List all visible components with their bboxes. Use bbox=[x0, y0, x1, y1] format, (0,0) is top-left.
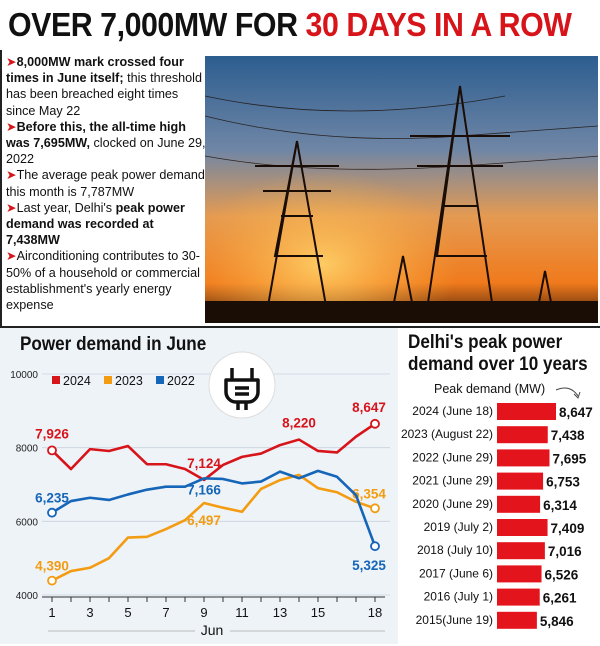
arrowhead-icon bbox=[573, 391, 581, 399]
bar bbox=[497, 472, 544, 490]
bar bbox=[497, 542, 545, 560]
x-tick-label: 15 bbox=[311, 605, 325, 620]
bar bbox=[497, 611, 537, 629]
legend-swatch bbox=[104, 376, 112, 384]
data-point-2022 bbox=[370, 541, 380, 552]
series-line-2022 bbox=[51, 469, 377, 547]
bar-value-label: 6,314 bbox=[543, 498, 577, 513]
bar-chart: 2024 (June 18) 8,647 2023 (August 22) 7,438… bbox=[401, 387, 593, 629]
arrow-bullet-icon: ➤ bbox=[6, 119, 17, 134]
bar-category-label: 2020 (June 29) bbox=[412, 497, 493, 511]
bar bbox=[497, 588, 540, 606]
x-tick-label: 9 bbox=[200, 605, 207, 620]
bar-value-label: 6,526 bbox=[545, 567, 579, 582]
icon-bg bbox=[208, 351, 276, 419]
fact-item: ➤The average peak power demand this mont… bbox=[6, 168, 205, 199]
arrow-bullet-icon: ➤ bbox=[6, 55, 17, 69]
series-line-2023 bbox=[51, 473, 376, 582]
power-plug-icon bbox=[208, 351, 276, 419]
bar-category-label: 2021 (June 29) bbox=[412, 474, 493, 488]
x-tick-label: 3 bbox=[86, 605, 93, 620]
headline-part2: 30 DAYS IN A ROW bbox=[305, 6, 572, 43]
data-point-2022 bbox=[47, 507, 57, 518]
bar-value-label: 6,753 bbox=[546, 475, 580, 490]
y-tick-label: 8000 bbox=[16, 444, 39, 455]
x-tick-label: 13 bbox=[273, 605, 287, 620]
fact-item: ➤Last year, Delhi's peak power demand wa… bbox=[6, 200, 185, 248]
series-line-2024 bbox=[51, 422, 376, 482]
photo-transmission-towers bbox=[205, 56, 598, 323]
legend-label-2024: 2024 bbox=[63, 374, 91, 388]
bar-value-label: 8,647 bbox=[559, 405, 593, 420]
data-label-2023: 6,354 bbox=[352, 486, 386, 501]
bar-category-label: 2017 (June 6) bbox=[419, 566, 493, 580]
arrow-bullet-icon: ➤ bbox=[6, 200, 17, 215]
bar-category-label: 2023 (August 22) bbox=[401, 427, 493, 441]
x-tick-label: 1 bbox=[48, 605, 55, 620]
data-label-2023: 6,497 bbox=[187, 513, 221, 528]
fact-item: ➤Airconditioning contributes to 30-50% o… bbox=[6, 249, 200, 313]
bar-category-label: 2022 (June 29) bbox=[412, 450, 493, 464]
data-label-2024: 7,926 bbox=[35, 426, 69, 441]
x-tick-label: 18 bbox=[368, 605, 382, 620]
arrow-bullet-icon: ➤ bbox=[6, 249, 17, 264]
bar-category-label: 2018 (July 10) bbox=[417, 543, 493, 557]
data-label-2022: 6,235 bbox=[35, 491, 69, 506]
data-label-2024: 8,220 bbox=[282, 416, 316, 431]
data-label-2024: 7,124 bbox=[187, 456, 221, 471]
data-label-2024: 8,647 bbox=[352, 400, 386, 415]
headline-part1: OVER 7,000MW FOR bbox=[8, 6, 306, 43]
data-label-2022: 7,166 bbox=[187, 482, 221, 497]
bar-value-label: 5,846 bbox=[540, 614, 574, 629]
bar bbox=[497, 449, 550, 467]
data-label-2023: 4,390 bbox=[35, 559, 69, 574]
bar bbox=[497, 565, 542, 583]
x-axis-label: Jun bbox=[201, 622, 224, 638]
bar-chart-panel: Delhi's peak power demand over 10 years P… bbox=[398, 326, 600, 644]
bar-value-label: 7,409 bbox=[551, 521, 585, 536]
data-label-2022: 5,325 bbox=[352, 558, 386, 573]
legend-label-2022: 2022 bbox=[167, 374, 195, 388]
data-point-2024 bbox=[47, 445, 57, 456]
data-point-2023 bbox=[47, 575, 57, 586]
bar-category-label: 2024 (June 18) bbox=[412, 404, 493, 418]
bar-category-label: 2016 (July 1) bbox=[424, 590, 493, 604]
x-tick-label: 7 bbox=[162, 605, 169, 620]
data-point-2023 bbox=[370, 503, 380, 514]
x-tick-label: 11 bbox=[235, 605, 249, 620]
arrow-bullet-icon: ➤ bbox=[6, 168, 17, 183]
legend-label-2023: 2023 bbox=[115, 374, 143, 388]
bar-category-label: 2019 (July 2) bbox=[424, 520, 493, 534]
fact-list: ➤8,000MW mark crossed four times in June… bbox=[6, 54, 206, 313]
bar bbox=[497, 519, 548, 536]
y-tick-label: 4000 bbox=[16, 591, 39, 602]
bar-chart-title: Delhi's peak power demand over 10 years bbox=[408, 332, 588, 375]
headline: OVER 7,000MW FOR 30 DAYS IN A ROW bbox=[8, 6, 572, 44]
line-chart-panel: Power demand in June 4000 6000 8000 10000 1 3… bbox=[0, 326, 398, 644]
bar-value-label: 7,695 bbox=[553, 451, 587, 466]
fact-item: ➤8,000MW mark crossed four times in June… bbox=[6, 55, 202, 118]
legend-swatch bbox=[52, 376, 60, 384]
x-tick-label: 5 bbox=[124, 605, 131, 620]
y-tick-label: 10000 bbox=[10, 370, 38, 381]
y-tick-label: 6000 bbox=[16, 517, 39, 528]
fact-item: ➤Before this, the all-time high was 7,69… bbox=[6, 119, 206, 167]
bar bbox=[497, 426, 548, 444]
line-chart-title: Power demand in June bbox=[20, 334, 207, 355]
bar-value-label: 7,438 bbox=[551, 428, 585, 443]
data-point-2024 bbox=[370, 418, 380, 429]
bar-value-label: Peak demand (MW) bbox=[434, 382, 546, 396]
bar bbox=[497, 495, 541, 513]
bar-category-label: 2015(June 19) bbox=[416, 613, 493, 627]
bar-value-label: 6,261 bbox=[543, 591, 577, 606]
curved-arrow-icon bbox=[555, 387, 579, 397]
bar bbox=[497, 403, 556, 420]
bar-value-label: 7,016 bbox=[548, 544, 582, 559]
legend-swatch bbox=[156, 376, 164, 384]
plug-shape bbox=[224, 368, 260, 410]
